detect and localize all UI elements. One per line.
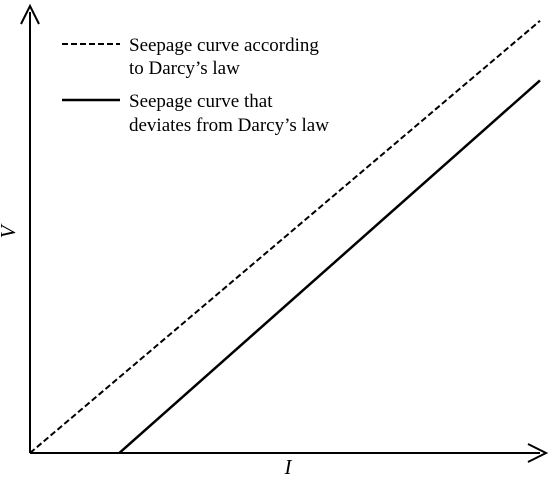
x-axis-label: I <box>284 455 293 479</box>
legend-label-deviating-line-1: Seepage curve that <box>129 91 273 112</box>
y-axis-arrowhead <box>20 3 40 25</box>
legend-label-darcy-line-1: Seepage curve according <box>129 35 319 56</box>
legend-label-darcy-line-2: to Darcy’s law <box>129 58 240 79</box>
y-axis-label: V <box>0 223 20 238</box>
legend-label-deviating-line-2: deviates from Darcy’s law <box>129 115 329 136</box>
series-line-darcy <box>29 20 541 454</box>
x-axis-arrowhead <box>527 443 549 463</box>
axes <box>20 3 549 463</box>
legend: Seepage curve according to Darcy’s law S… <box>62 35 329 136</box>
series-layer <box>29 20 541 454</box>
series-line-deviating <box>118 79 541 454</box>
